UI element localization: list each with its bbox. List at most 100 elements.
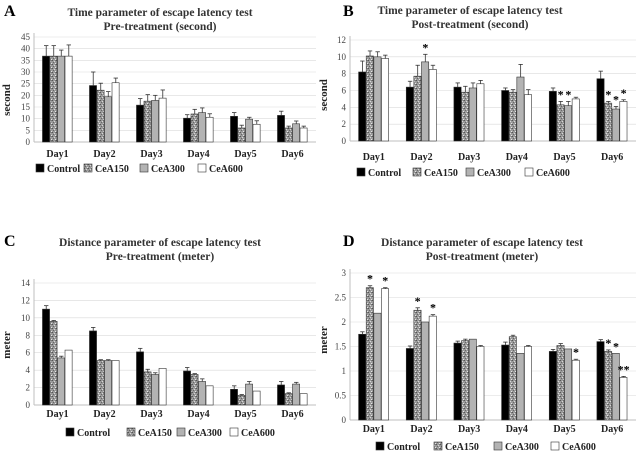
y-tick-label: 30 [21,67,31,77]
bar-cea600-day5 [252,390,261,406]
legend-label-control: Control [47,164,80,175]
bar-control-day6 [596,341,605,421]
bar-cea150-day6 [604,102,613,142]
bar-control-day2 [405,86,414,142]
significance-marker: * [565,87,571,101]
bar-cea600-day5 [571,359,580,421]
legend-label-control: Control [368,168,401,179]
panel-d-ylabel: meter [318,326,330,354]
panel-label-d: D [343,233,355,250]
y-tick-label: 10 [337,52,347,62]
bar-cea150-day2 [96,360,105,406]
significance-marker: * [430,301,436,315]
legend-swatch-control [375,441,385,451]
bar-cea600-day2 [111,82,120,143]
panel-a-subtitle: Pre-treatment (second) [104,21,217,33]
legend-label-cea300: CeA300 [477,168,511,179]
bar-cea150-day1 [49,55,58,143]
bar-cea300-day3 [151,374,159,406]
y-tick-label: 5 [26,125,31,135]
bar-cea150-day6 [284,393,293,406]
bar-control-day5 [548,351,557,421]
bar-control-day1 [42,308,50,406]
category-label: Day5 [553,424,575,435]
legend-swatch-cea600 [550,441,560,451]
y-tick-label: 4 [26,365,31,375]
bar-cea600-day1 [381,58,389,142]
y-tick-label: 2 [26,383,31,393]
bar-cea600-day3 [158,97,167,143]
bar-control-day5 [548,91,557,142]
y-tick-label: 1.5 [335,342,347,352]
bar-control-day5 [230,116,238,143]
bar-cea300-day5 [564,105,573,142]
bar-cea600-day1 [64,349,73,406]
y-tick-label: 45 [21,32,31,42]
category-label: Day5 [234,149,256,160]
category-label: Day3 [140,149,162,160]
bar-cea300-day4 [198,112,206,143]
legend-label-cea300: CeA300 [151,164,185,175]
bar-cea300-day4 [198,381,206,406]
significance-marker: * [367,272,373,286]
legend-swatch-cea300 [176,427,186,437]
bar-cea600-day4 [524,94,532,142]
bar-cea150-day3 [461,91,470,142]
legend-swatch-control [356,167,366,177]
bar-cea150-day2 [413,309,422,421]
bar-cea600-day6 [619,377,628,421]
bar-cea300-day6 [611,108,620,142]
panel-d-subtitle: Post-treatment (meter) [426,251,539,263]
bar-cea300-day6 [292,383,300,406]
category-label: Day6 [601,424,623,435]
bar-cea150-day5 [556,345,565,421]
y-tick-label: 8 [342,69,347,79]
y-tick-label: 8 [26,330,31,340]
category-label: Day6 [281,409,303,420]
legend-swatch-cea300 [139,163,149,173]
y-tick-label: 25 [21,79,31,89]
bar-cea150-day4 [508,336,517,421]
y-tick-label: 12 [337,35,346,45]
panel-c: C Distance parameter of escape latency t… [1,233,261,359]
bar-control-day4 [501,344,510,421]
category-label: Day1 [363,152,385,163]
significance-marker: ** [618,362,630,376]
category-label: Day3 [458,152,480,163]
bar-cea150-day1 [365,287,374,421]
panel-b-title: Time parameter of escape latency test [377,5,562,17]
legend-swatch-cea600 [197,163,207,173]
legend-label-cea150: CeA150 [424,168,458,179]
panel-d-title: Distance parameter of escape latency tes… [381,237,583,249]
y-tick-label: 2 [342,317,347,327]
bar-cea600-day4 [524,346,532,421]
y-tick-label: 2 [342,119,347,129]
bar-control-day4 [183,370,191,406]
significance-marker: * [621,86,627,100]
panel-c-plot: 0 2 4 6 8 10 12 14 Day1 Day2 Day3 Day4 Day5 Day6 Contr… [21,278,316,439]
significance-marker: * [422,40,428,54]
panel-c-ylabel: meter [1,331,13,359]
bar-cea600-day2 [428,69,437,142]
y-tick-label: 10 [21,313,31,323]
bar-control-day4 [501,90,510,142]
category-label: Day4 [506,424,528,435]
legend-label-cea150: CeA150 [445,442,479,453]
category-label: Day1 [46,149,68,160]
significance-marker: * [415,294,421,308]
bar-cea600-day4 [205,385,214,406]
category-label: Day4 [506,152,528,163]
bar-cea150-day6 [284,127,293,143]
bar-cea300-day3 [151,100,159,143]
panel-a: A Time parameter of escape latency test … [1,3,253,116]
y-tick-label: 1 [342,366,347,376]
panel-a-ylabel: second [1,84,13,116]
bar-cea300-day5 [245,383,253,406]
y-tick-label: 40 [21,44,31,54]
bar-cea150-day4 [190,374,199,406]
significance-marker: * [613,339,619,353]
bar-cea150-day2 [413,75,422,142]
category-label: Day5 [234,409,256,420]
bar-control-day3 [136,351,144,406]
